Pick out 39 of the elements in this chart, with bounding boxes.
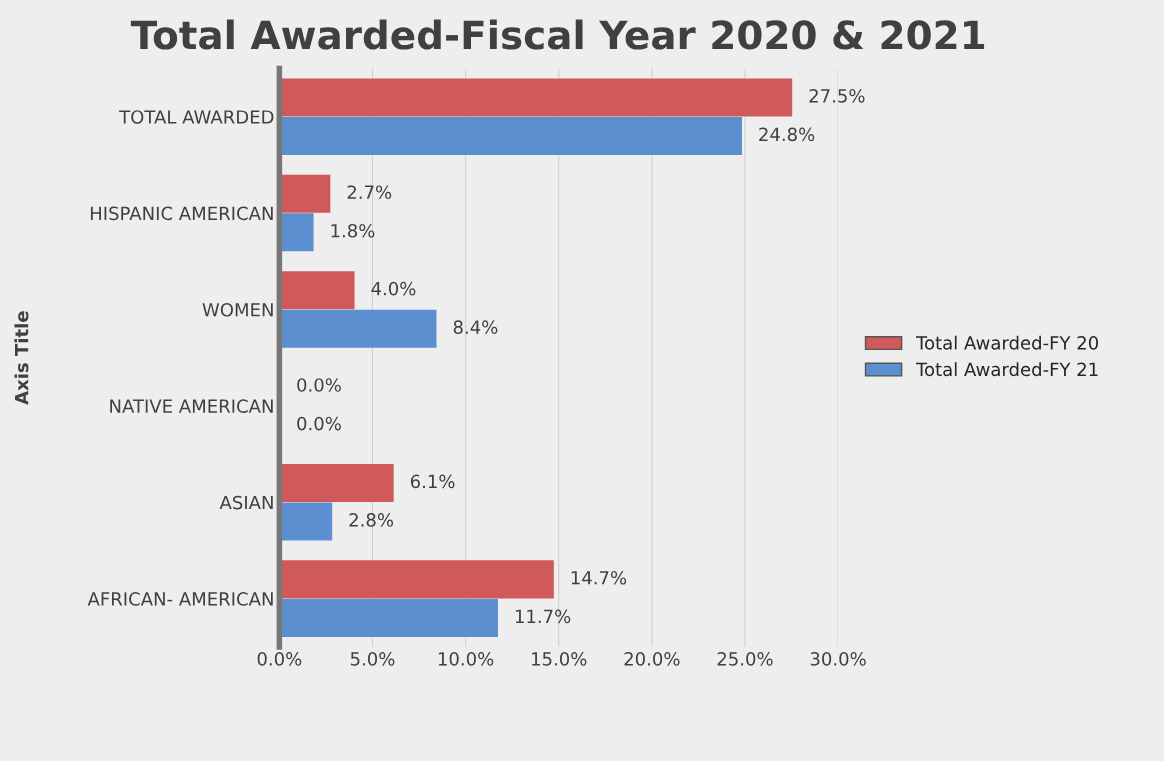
data-label: 0.0% [297,416,341,431]
data-label: 24.8% [759,127,815,142]
bar [279,463,394,502]
y-tick-label: WOMEN [202,302,273,317]
legend-label: Total Awarded-FY 21 [916,362,1098,377]
data-label: 8.4% [453,320,498,334]
x-tick-label: 5.0% [350,652,395,666]
data-label: 14.7% [571,570,627,585]
bar [279,271,355,310]
x-tick-label: 25.0% [717,652,773,666]
bar [279,116,742,155]
y-tick-label: ASIAN [219,495,273,510]
data-label: 0.0% [297,378,341,392]
legend-label: Total Awarded-FY 20 [916,335,1099,350]
bar [279,560,554,599]
bar [279,309,437,348]
y-axis-title: Axis Title [14,311,29,405]
data-label: 1.8% [331,223,375,238]
x-tick-label: 10.0% [438,652,494,666]
bar [279,598,498,637]
bar [279,174,331,213]
y-tick-label: HISPANIC AMERICAN [90,206,273,221]
data-label: 6.1% [410,474,455,489]
x-tick-label: 20.0% [624,652,680,666]
bar [279,213,314,252]
y-tick-label: AFRICAN- AMERICAN [87,592,273,606]
chart-title: Total Awarded-Fiscal Year 2020 & 2021 [130,19,985,50]
x-tick-label: 15.0% [532,652,587,666]
x-tick-label: 0.0% [257,652,302,666]
data-label: 2.7% [347,185,392,200]
bar [279,78,793,117]
bar [279,502,333,541]
data-label: 4.0% [371,281,416,296]
data-label: 11.7% [515,609,571,624]
y-tick-label: NATIVE AMERICAN [110,399,273,413]
y-tick-label: TOTAL AWARDED [119,110,274,124]
data-label: 2.8% [349,513,394,527]
data-label: 27.5% [809,88,865,103]
x-tick-label: 30.0% [810,652,866,666]
